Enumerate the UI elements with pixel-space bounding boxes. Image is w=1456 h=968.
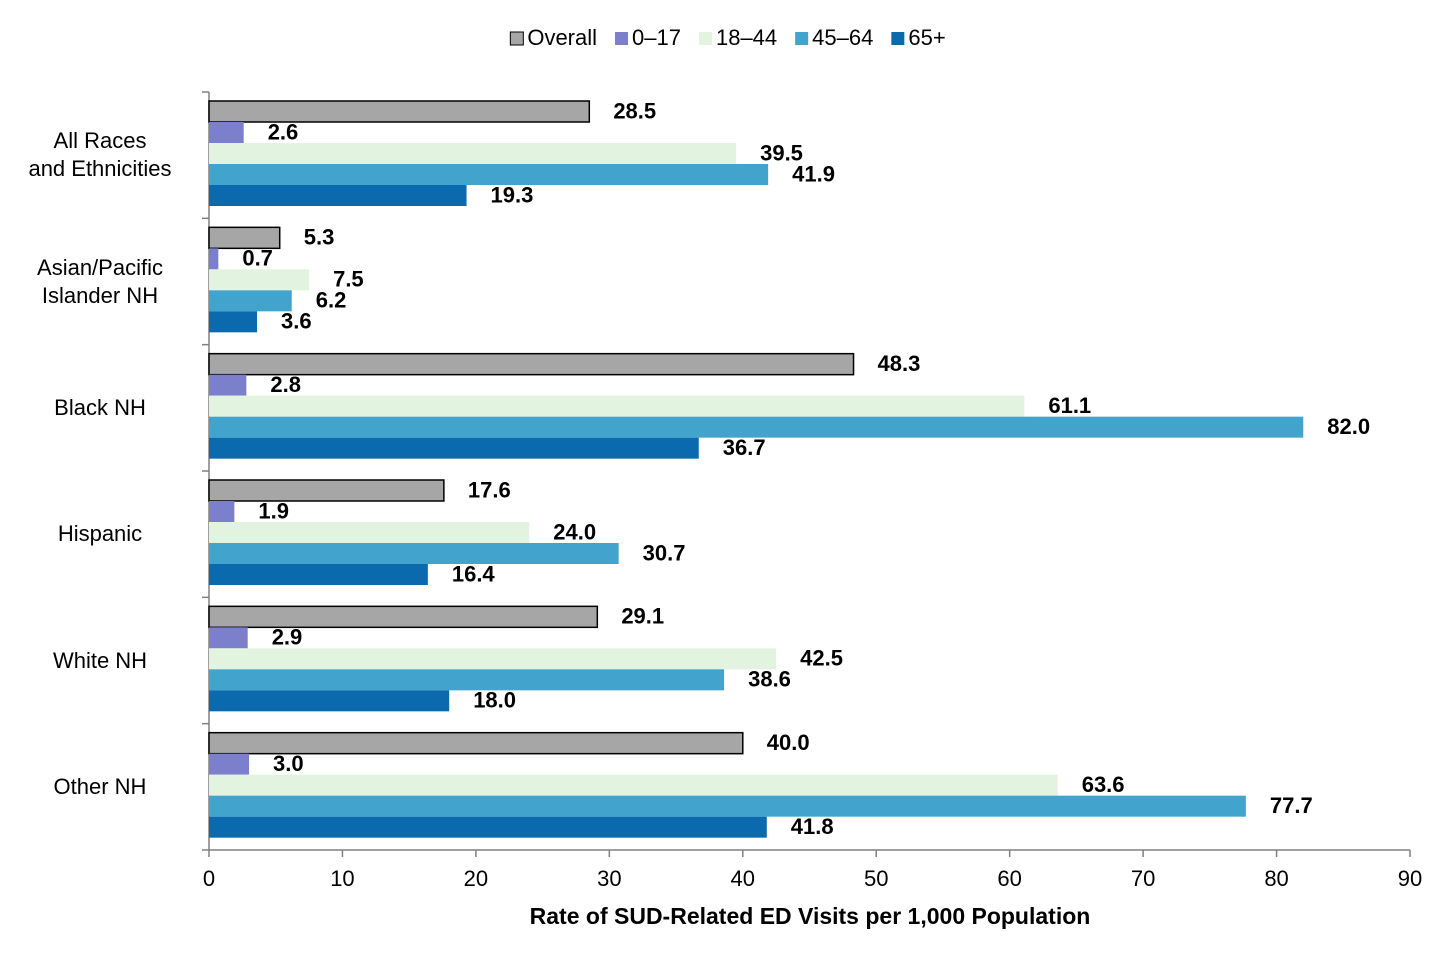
category-label: White NH <box>52 647 148 673</box>
x-axis-title: Rate of SUD-Related ED Visits per 1,000 … <box>530 903 1091 929</box>
value-label: 42.5 <box>800 646 843 671</box>
value-label: 16.4 <box>452 561 496 586</box>
value-label: 39.5 <box>760 140 803 165</box>
bar <box>209 522 530 543</box>
value-label: 2.8 <box>270 372 301 397</box>
value-label: 0.7 <box>242 246 273 271</box>
value-label: 48.3 <box>878 351 921 376</box>
bar <box>209 501 235 522</box>
bar <box>209 669 725 691</box>
value-label: 17.6 <box>468 477 511 502</box>
value-label: 19.3 <box>491 182 534 207</box>
value-label: 38.6 <box>748 667 791 692</box>
category-label: Other NH <box>53 773 147 799</box>
value-label: 3.0 <box>273 751 304 776</box>
legend-swatch <box>698 32 712 45</box>
value-label: 36.7 <box>723 435 766 460</box>
legend-label: 0–17 <box>632 25 681 50</box>
x-tick-label: 90 <box>1398 866 1422 891</box>
category-label: Hispanic <box>57 521 143 547</box>
bar <box>209 690 450 712</box>
legend-label: 65+ <box>908 25 945 50</box>
value-label: 6.2 <box>316 288 347 313</box>
bar <box>209 543 619 564</box>
bar <box>209 269 310 291</box>
legend-swatch <box>615 32 629 45</box>
category-label: All Races and Ethnicities <box>28 128 172 182</box>
x-tick-label: 50 <box>864 866 888 891</box>
x-tick-label: 0 <box>203 866 215 891</box>
bar <box>209 248 219 270</box>
x-tick-label: 40 <box>731 866 755 891</box>
bar <box>209 164 769 185</box>
value-label: 40.0 <box>767 730 810 755</box>
bar <box>208 226 281 250</box>
x-tick-label: 80 <box>1264 866 1288 891</box>
legend-swatch <box>891 32 905 45</box>
value-label: 3.6 <box>281 309 312 334</box>
bar <box>209 627 248 649</box>
value-label: 61.1 <box>1048 393 1091 418</box>
value-label: 63.6 <box>1082 772 1125 797</box>
bar <box>209 395 1025 417</box>
x-tick-label: 30 <box>597 866 621 891</box>
legend-label: 18–44 <box>716 25 777 50</box>
bar <box>209 374 247 396</box>
value-label: 41.9 <box>792 161 835 186</box>
bar <box>209 795 1246 817</box>
x-tick-label: 60 <box>997 866 1021 891</box>
bar <box>209 753 250 775</box>
value-label: 2.9 <box>272 625 303 650</box>
value-label: 29.1 <box>621 604 664 629</box>
value-label: 18.0 <box>473 688 516 713</box>
bar <box>208 100 591 123</box>
legend-label: 45–64 <box>812 25 873 50</box>
value-label: 30.7 <box>643 540 686 565</box>
x-tick-label: 10 <box>330 866 354 891</box>
legend-label: Overall <box>527 25 597 50</box>
value-label: 28.5 <box>613 98 656 123</box>
bar <box>209 437 699 459</box>
x-tick-label: 20 <box>464 866 488 891</box>
bar <box>209 290 292 312</box>
category-label: Black NH <box>54 394 146 420</box>
bar <box>209 311 258 333</box>
value-label: 41.8 <box>791 814 834 839</box>
legend-swatch <box>795 32 809 45</box>
bar <box>208 605 599 629</box>
bar <box>209 416 1304 438</box>
value-label: 24.0 <box>553 519 596 544</box>
value-label: 5.3 <box>304 225 335 250</box>
value-label: 1.9 <box>258 498 289 523</box>
bar <box>209 185 467 206</box>
value-label: 82.0 <box>1327 414 1370 439</box>
bar <box>208 731 744 755</box>
bar <box>209 143 737 164</box>
bar <box>208 479 445 502</box>
value-label: 77.7 <box>1270 793 1313 818</box>
bar <box>209 816 767 838</box>
bar <box>209 564 428 585</box>
bar <box>208 352 855 376</box>
legend-swatch <box>509 31 524 46</box>
value-label: 2.6 <box>268 119 299 144</box>
bar <box>209 648 777 670</box>
value-label: 7.5 <box>333 267 364 292</box>
bar <box>209 122 244 143</box>
bar <box>209 774 1058 796</box>
category-label: Asian/Pacific Islander NH <box>37 254 163 308</box>
x-tick-label: 70 <box>1131 866 1155 891</box>
